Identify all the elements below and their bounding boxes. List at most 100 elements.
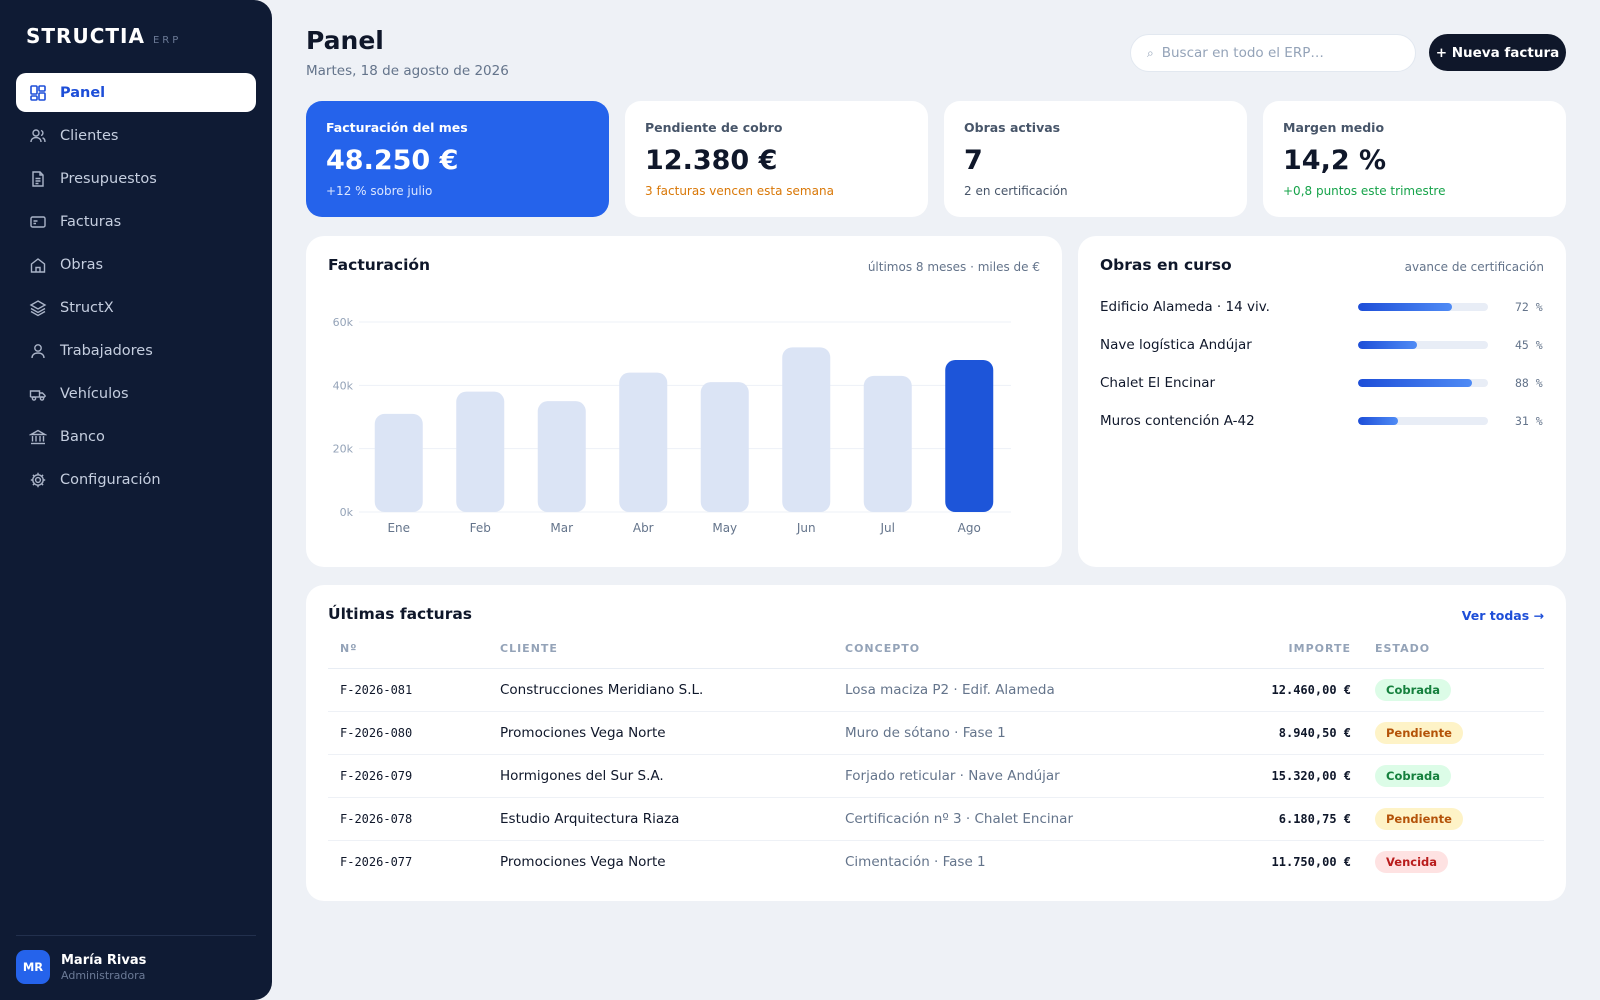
work-progress-fill <box>1358 341 1417 349</box>
kpi-card-margin[interactable]: Margen medio 14,2 % +0,8 puntos este tri… <box>1263 101 1566 217</box>
invoice-status-cell: Pendiente <box>1363 797 1544 841</box>
status-badge: Vencida <box>1375 850 1449 873</box>
column-header-status[interactable]: ESTADO <box>1363 630 1544 669</box>
y-tick-label: 20k <box>333 443 354 456</box>
kpi-value: 7 <box>964 145 983 176</box>
invoice-number: F-2026-081 <box>328 668 488 712</box>
kpi-sub: +12 % sobre julio <box>326 184 433 198</box>
work-item[interactable]: Chalet El Encinar 88 % <box>1100 372 1544 394</box>
invoice-number: F-2026-079 <box>328 754 488 798</box>
chart-bar[interactable] <box>700 382 749 512</box>
sidebar-item-structx[interactable]: StructX <box>16 288 256 327</box>
x-tick-label: Feb <box>470 521 491 535</box>
status-badge: Cobrada <box>1375 678 1451 701</box>
building-icon <box>29 256 60 274</box>
sidebar-item-vehiculos[interactable]: Vehículos <box>16 374 256 413</box>
column-header-client[interactable]: CLIENTE <box>488 630 833 669</box>
invoice-client: Construcciones Meridiano S.L. <box>488 668 833 712</box>
work-progress-fill <box>1358 417 1399 425</box>
invoice-concept: Muro de sótano · Fase 1 <box>833 711 1163 755</box>
chart-bar[interactable] <box>782 347 831 512</box>
invoice-status-cell: Pendiente <box>1363 711 1544 755</box>
sidebar-item-configuracion[interactable]: Configuración <box>16 460 256 499</box>
brand-logo[interactable]: STRUCTIA ERP <box>26 24 181 48</box>
invoice-concept: Forjado reticular · Nave Andújar <box>833 754 1163 798</box>
user-icon <box>29 342 60 360</box>
invoice-status-cell: Vencida <box>1363 840 1544 883</box>
chart-bar[interactable] <box>537 401 586 512</box>
sidebar-item-banco[interactable]: Banco <box>16 417 256 456</box>
chart-bar[interactable] <box>456 391 505 512</box>
sidebar-item-facturas[interactable]: Facturas <box>16 202 256 241</box>
work-progress-bar <box>1358 303 1488 311</box>
x-tick-label: Ene <box>387 521 410 535</box>
column-header-amount[interactable]: IMPORTE <box>1163 630 1363 669</box>
invoice-client: Estudio Arquitectura Riaza <box>488 797 833 841</box>
status-badge: Pendiente <box>1375 807 1463 830</box>
kpi-card-billing[interactable]: Facturación del mes 48.250 € +12 % sobre… <box>306 101 609 217</box>
invoice-number: F-2026-080 <box>328 711 488 755</box>
work-name: Muros contención A-42 <box>1100 413 1255 429</box>
sidebar-item-presupuestos[interactable]: Presupuestos <box>16 159 256 198</box>
column-header-concept[interactable]: CONCEPTO <box>833 630 1163 669</box>
invoice-number: F-2026-078 <box>328 797 488 841</box>
brand-tag: ERP <box>152 35 182 46</box>
sidebar-item-label: Banco <box>60 428 105 445</box>
sidebar-item-clientes[interactable]: Clientes <box>16 116 256 155</box>
kpi-card-active-works[interactable]: Obras activas 7 2 en certificación <box>944 101 1247 217</box>
invoice-amount: 15.320,00 € <box>1163 754 1363 798</box>
work-item[interactable]: Nave logística Andújar 45 % <box>1100 334 1544 356</box>
new-invoice-button[interactable]: + Nueva factura <box>1429 34 1566 71</box>
work-item[interactable]: Edificio Alameda · 14 viv. 72 % <box>1100 296 1544 318</box>
chart-bar[interactable] <box>374 413 423 512</box>
sidebar-divider <box>16 935 256 936</box>
invoice-client: Promociones Vega Norte <box>500 853 666 870</box>
search-input[interactable] <box>1161 45 1392 61</box>
work-progress-label: 31 % <box>1515 414 1543 428</box>
column-header-number[interactable]: Nº <box>328 630 488 669</box>
invoice-client: Promociones Vega Norte <box>488 711 833 755</box>
view-all-link[interactable]: Ver todas → <box>1461 608 1544 623</box>
user-profile[interactable]: MR María Rivas Administradora <box>16 950 146 984</box>
table-row[interactable]: F-2026-078 Estudio Arquitectura Riaza Ce… <box>328 797 1544 841</box>
kpi-label: Facturación del mes <box>326 120 468 135</box>
search-box[interactable]: ⌕ <box>1130 34 1416 72</box>
x-tick-label: May <box>712 521 737 535</box>
sidebar-item-panel[interactable]: Panel <box>16 73 256 112</box>
work-progress-fill <box>1358 379 1473 387</box>
x-tick-label: Jun <box>796 521 816 535</box>
kpi-sub: +0,8 puntos este trimestre <box>1283 184 1446 198</box>
x-tick-label: Ago <box>958 521 981 535</box>
y-tick-label: 40k <box>333 379 354 392</box>
work-progress-bar <box>1358 417 1488 425</box>
invoice-amount: 11.750,00 € <box>1271 854 1351 869</box>
sidebar-item-label: Clientes <box>60 127 119 144</box>
table-row[interactable]: F-2026-079 Hormigones del Sur S.A. Forja… <box>328 754 1544 798</box>
kpi-value: 14,2 % <box>1283 145 1387 176</box>
x-tick-label: Jul <box>880 521 895 535</box>
work-progress-bar <box>1358 379 1488 387</box>
chart-bar[interactable] <box>863 375 912 512</box>
kpi-card-pending[interactable]: Pendiente de cobro 12.380 € 3 facturas v… <box>625 101 928 217</box>
work-item[interactable]: Muros contención A-42 31 % <box>1100 410 1544 432</box>
y-tick-label: 0k <box>340 506 354 519</box>
layers-icon <box>29 299 60 317</box>
invoice-concept: Cimentación · Fase 1 <box>845 853 986 870</box>
chart-bar[interactable] <box>619 372 668 512</box>
table-row[interactable]: F-2026-081 Construcciones Meridiano S.L.… <box>328 668 1544 712</box>
billing-chart: 0k 20k 40k 60k Ene Feb Mar Abr May Jun Jul Ago <box>333 316 1011 535</box>
kpi-label: Obras activas <box>964 120 1061 135</box>
invoice-client: Hormigones del Sur S.A. <box>488 754 833 798</box>
chart-bar[interactable] <box>945 360 994 512</box>
table-row[interactable]: F-2026-080 Promociones Vega Norte Muro d… <box>328 711 1544 755</box>
kpi-label: Margen medio <box>1283 120 1385 135</box>
sidebar-item-obras[interactable]: Obras <box>16 245 256 284</box>
table-row[interactable]: F-2026-077 Promociones Vega Norte Ciment… <box>328 840 1544 883</box>
work-name: Chalet El Encinar <box>1100 375 1216 391</box>
document-icon <box>29 170 60 188</box>
user-info: María Rivas Administradora <box>61 953 146 982</box>
sidebar-item-trabajadores[interactable]: Trabajadores <box>16 331 256 370</box>
sidebar: STRUCTIA ERP Panel Clientes Presupuestos <box>0 0 272 1000</box>
invoice-concept: Losa maciza P2 · Edif. Alameda <box>833 668 1163 712</box>
users-icon <box>29 127 60 145</box>
